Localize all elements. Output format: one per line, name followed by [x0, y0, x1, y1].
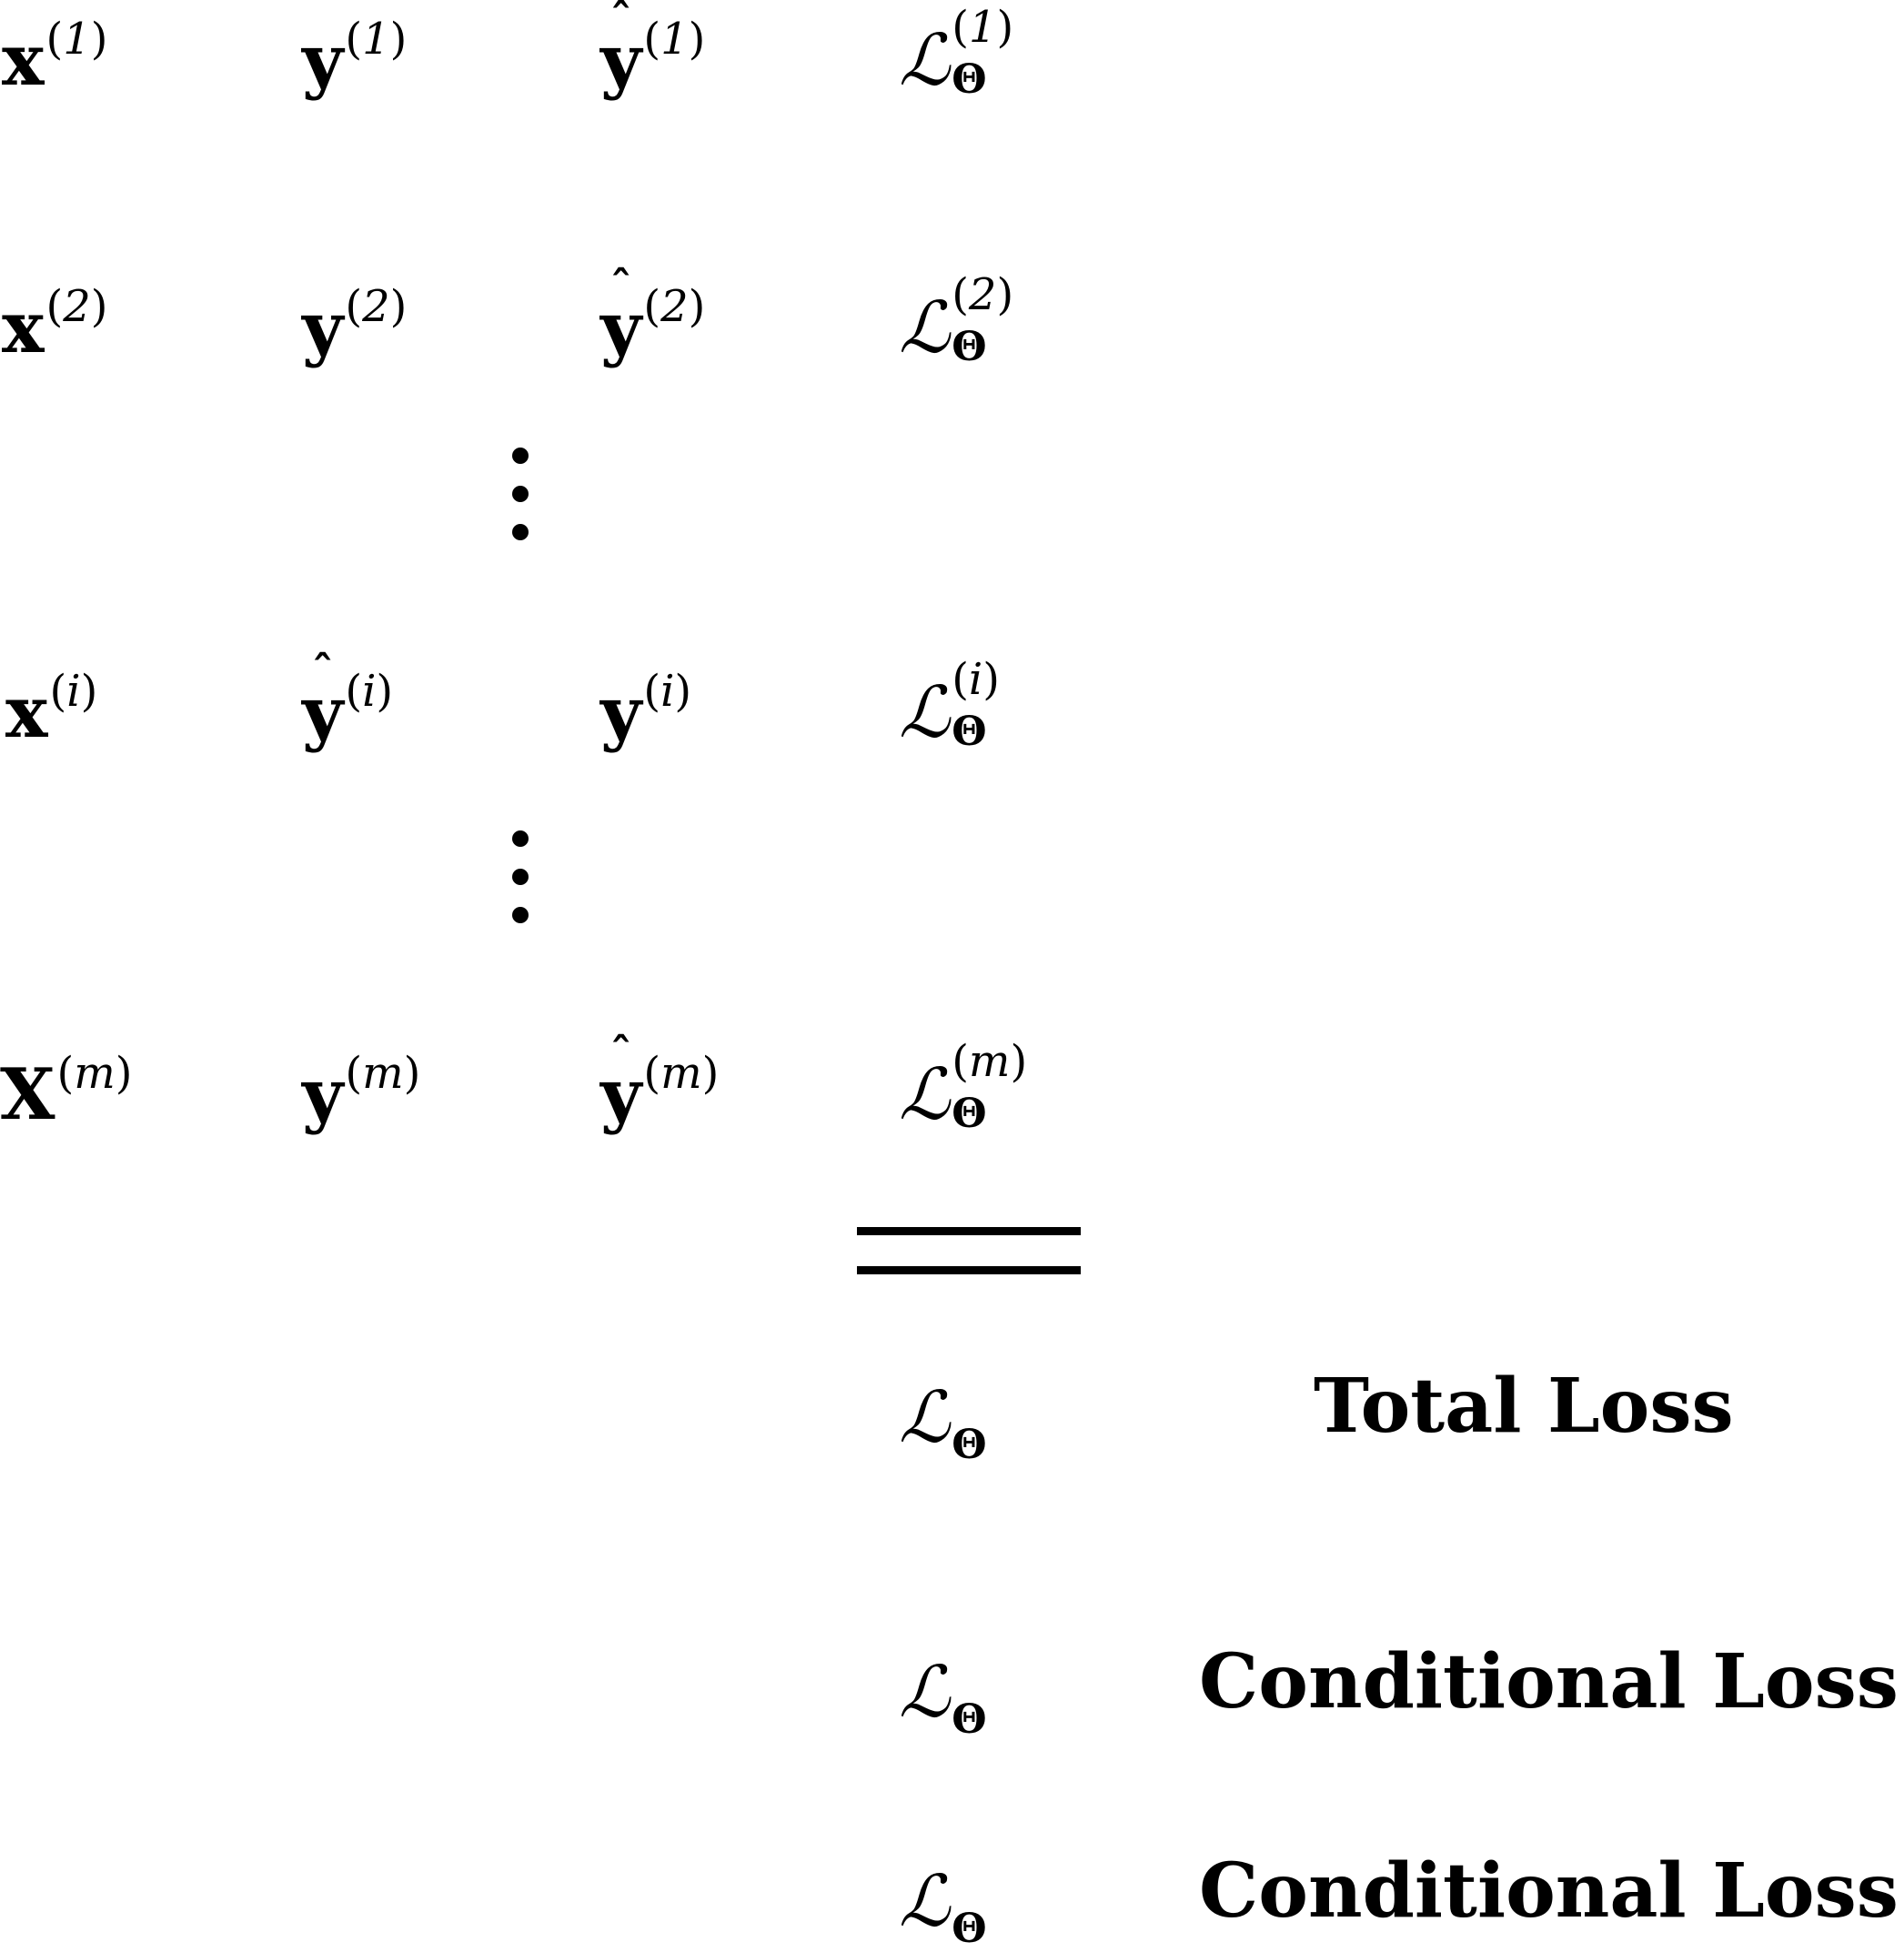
- yhat-term-i: ˆ y(i): [302, 650, 393, 749]
- x-term-1: x(1): [2, 17, 108, 96]
- yhat-base: y: [600, 287, 642, 369]
- loss-term-i: ℒ (i) Θ: [899, 658, 1024, 760]
- y-superscript: (m): [345, 1048, 421, 1099]
- ellipsis-dot: [512, 830, 529, 847]
- conditional-loss-label-2: Conditional Loss: [1199, 1847, 1899, 1935]
- yhat-base: y: [600, 19, 642, 102]
- yhat-base: y: [600, 1053, 642, 1136]
- vertical-ellipsis-2: [512, 830, 530, 931]
- y-superscript: (2): [345, 281, 408, 332]
- y-base: y: [302, 1053, 344, 1136]
- loss-superscript: (i): [952, 654, 1001, 705]
- total-loss-label: Total Loss: [1314, 1363, 1734, 1450]
- x-term-i: x(i): [5, 669, 97, 749]
- hat-accent: ˆ: [609, 262, 632, 313]
- y-base: y: [302, 287, 344, 369]
- ellipsis-dot: [512, 448, 529, 464]
- loss-subscript: Θ: [952, 1696, 987, 1743]
- loss-superscript: (1): [952, 2, 1014, 53]
- loss-subscript: Θ: [952, 324, 987, 370]
- y-superscript: (1): [345, 14, 408, 65]
- x-superscript: (1): [45, 14, 108, 65]
- loss-symbol: ℒ: [899, 20, 951, 102]
- y-base: y: [302, 19, 344, 102]
- yhat-superscript: (i): [345, 666, 394, 717]
- y-term-i: y(i): [600, 669, 691, 749]
- loss-symbol: ℒ: [899, 672, 951, 754]
- hat-accent: ˆ: [609, 0, 632, 45]
- ellipsis-dot: [512, 486, 529, 502]
- loss-subscript: Θ: [952, 1422, 987, 1468]
- loss-superscript: (2): [952, 269, 1014, 320]
- loss-subscript: Θ: [952, 709, 987, 755]
- x-base: x: [2, 287, 45, 369]
- vertical-ellipsis-1: [512, 448, 530, 548]
- loss-subscript: Θ: [952, 56, 987, 103]
- y-base: y: [600, 671, 642, 754]
- loss-term-2: ℒ (2) Θ: [899, 273, 1024, 375]
- yhat-term-1: ˆ y(1): [600, 0, 705, 96]
- x-term-m: X(m): [0, 1051, 133, 1131]
- x-superscript: (m): [56, 1048, 133, 1099]
- yhat-superscript: (m): [643, 1048, 720, 1099]
- loss-term-1: ℒ (1) Θ: [899, 5, 1024, 107]
- yhat-superscript: (2): [643, 281, 706, 332]
- x-term-2: x(2): [2, 285, 108, 364]
- yhat-base: y: [302, 671, 344, 754]
- loss-symbol: ℒ: [899, 287, 951, 369]
- loss-subscript: Θ: [952, 1091, 987, 1137]
- x-superscript: (2): [45, 281, 108, 332]
- yhat-term-2: ˆ y(2): [600, 266, 705, 364]
- loss-subscript: Θ: [952, 1906, 987, 1952]
- hat-accent: ˆ: [609, 1029, 632, 1080]
- loss-term-m: ℒ (m) Θ: [899, 1040, 1027, 1142]
- ellipsis-dot: [512, 907, 529, 923]
- conditional-loss-label-1: Conditional Loss: [1199, 1638, 1899, 1726]
- y-term-2: y(2): [302, 285, 407, 364]
- conditional-loss-symbol-1: ℒΘ: [899, 1652, 987, 1743]
- x-base: X: [0, 1053, 55, 1136]
- y-term-1: y(1): [302, 17, 407, 96]
- equals-bar-top: [857, 1227, 1081, 1235]
- loss-symbol: ℒ: [899, 1054, 951, 1136]
- yhat-superscript: (1): [643, 14, 706, 65]
- y-superscript: (i): [643, 666, 692, 717]
- ellipsis-dot: [512, 524, 529, 540]
- hat-accent: ˆ: [311, 647, 334, 698]
- ellipsis-dot: [512, 869, 529, 885]
- x-superscript: (i): [49, 666, 98, 717]
- equals-bar-bottom: [857, 1266, 1081, 1274]
- loss-superscript: (m): [952, 1036, 1028, 1087]
- yhat-term-m: ˆ y(m): [600, 1032, 719, 1131]
- total-loss-symbol: ℒΘ: [899, 1377, 987, 1468]
- x-base: x: [5, 671, 48, 754]
- x-base: x: [2, 19, 45, 102]
- y-term-m: y(m): [302, 1051, 420, 1131]
- conditional-loss-symbol-2: ℒΘ: [899, 1861, 987, 1952]
